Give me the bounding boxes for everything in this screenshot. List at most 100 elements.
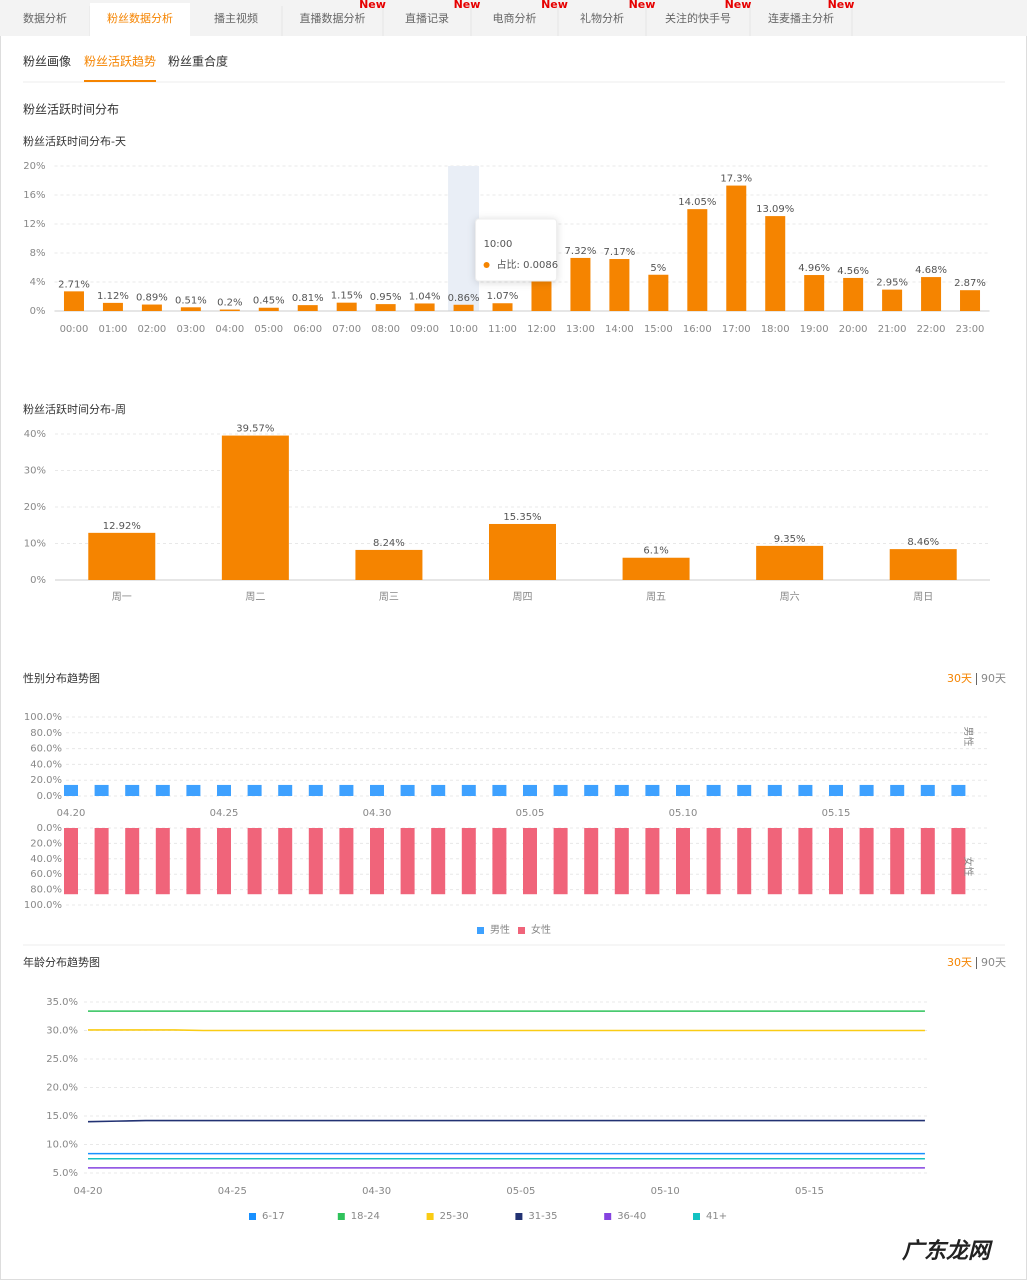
x-tick-label: 19:00 <box>800 324 829 335</box>
value-label: 39.57% <box>236 424 274 435</box>
y-tick-label: 4% <box>30 277 46 288</box>
x-tick-label: 10:00 <box>449 324 478 335</box>
value-label: 8.46% <box>907 537 939 548</box>
x-tick-label: 21:00 <box>878 324 907 335</box>
tab[interactable]: 播主视频 <box>214 11 258 25</box>
value-label: 9.35% <box>774 534 806 545</box>
tab[interactable]: 直播记录 <box>405 11 449 25</box>
bar <box>94 784 109 796</box>
legend-label[interactable]: 18-24 <box>351 1211 380 1222</box>
x-tick-label: 09:00 <box>410 324 439 335</box>
bar <box>63 291 84 311</box>
value-label: 1.12% <box>97 291 129 302</box>
active-tab-bg <box>90 3 190 36</box>
legend-label[interactable]: 女性 <box>531 923 551 936</box>
legend-swatch <box>515 1213 523 1220</box>
value-label: 1.07% <box>487 291 519 302</box>
new-badge: New <box>454 0 481 11</box>
y-tick-label: 0.0% <box>37 823 62 834</box>
x-tick-label: 05.05 <box>516 808 545 819</box>
x-tick-label: 05-10 <box>651 1186 680 1197</box>
bar <box>297 305 318 311</box>
value-label: 6.1% <box>643 546 668 557</box>
subtab[interactable]: 粉丝活跃趋势 <box>84 55 156 69</box>
tab[interactable]: 礼物分析 <box>580 11 624 25</box>
bar <box>584 828 599 895</box>
legend-label[interactable]: 36-40 <box>617 1211 646 1222</box>
chart-title: 年龄分布趋势图 <box>23 955 100 969</box>
legend-label[interactable]: 男性 <box>490 923 510 936</box>
x-tick-label: 20:00 <box>839 324 868 335</box>
legend-label[interactable]: 41+ <box>706 1211 727 1222</box>
x-tick-label: 05.15 <box>822 808 851 819</box>
y-tick-label: 0% <box>30 575 46 586</box>
bar <box>64 828 78 895</box>
bar <box>247 784 262 796</box>
bar <box>258 307 279 311</box>
subtab[interactable]: 粉丝画像 <box>23 55 71 69</box>
tab[interactable]: 关注的快手号 <box>665 11 731 25</box>
bar <box>278 784 293 796</box>
x-tick-label: 03:00 <box>176 324 205 335</box>
legend-label[interactable]: 25-30 <box>440 1211 469 1222</box>
section-title: 粉丝活跃时间分布 <box>23 103 119 117</box>
bar <box>951 784 966 796</box>
bar <box>645 784 660 796</box>
y-tick-label: 40.0% <box>30 759 62 770</box>
period-toggle[interactable]: 30天 <box>947 672 972 685</box>
bar <box>622 557 690 580</box>
axis-name: 女性 <box>962 857 975 877</box>
period-toggle[interactable]: 90天 <box>981 956 1006 969</box>
bar <box>737 828 752 895</box>
y-tick-label: 35.0% <box>46 997 78 1008</box>
value-label: 0.51% <box>175 295 207 306</box>
hover-band <box>448 166 480 311</box>
value-label: 0.81% <box>292 293 324 304</box>
bar <box>648 274 669 311</box>
bar <box>843 277 864 311</box>
y-tick-label: 100.0% <box>24 712 62 723</box>
bar <box>920 784 935 796</box>
bar <box>217 828 231 895</box>
x-tick-label: 04.20 <box>57 808 86 819</box>
value-label: 7.32% <box>565 246 597 257</box>
new-badge: New <box>725 0 752 11</box>
bar <box>706 828 721 895</box>
bar <box>339 784 354 796</box>
legend-label[interactable]: 6-17 <box>262 1211 285 1222</box>
y-tick-label: 10.0% <box>46 1140 78 1151</box>
legend-label[interactable]: 31-35 <box>528 1211 557 1222</box>
bar <box>798 784 813 796</box>
period-toggle[interactable]: 30天 <box>947 956 972 969</box>
new-badge: New <box>828 0 855 11</box>
x-tick-label: 周一 <box>112 591 132 603</box>
bar <box>461 828 476 895</box>
x-tick-label: 13:00 <box>566 324 595 335</box>
y-tick-label: 12% <box>23 219 45 230</box>
tab[interactable]: 直播数据分析 <box>300 11 366 25</box>
period-toggle[interactable]: 90天 <box>981 672 1006 685</box>
bar <box>431 784 446 796</box>
tab[interactable]: 粉丝数据分析 <box>107 11 173 25</box>
value-label: 2.71% <box>58 279 90 290</box>
x-tick-label: 05-05 <box>506 1186 535 1197</box>
x-tick-label: 05:00 <box>254 324 283 335</box>
value-label: 1.04% <box>409 291 441 302</box>
value-label: 4.96% <box>798 263 830 274</box>
tab[interactable]: 电商分析 <box>493 11 537 25</box>
y-tick-label: 100.0% <box>24 900 62 911</box>
x-tick-label: 04-20 <box>73 1186 102 1197</box>
bar <box>400 784 415 796</box>
x-tick-label: 08:00 <box>371 324 400 335</box>
bar <box>219 309 240 311</box>
y-tick-label: 30.0% <box>46 1026 78 1037</box>
x-tick-label: 周四 <box>513 591 533 603</box>
bar <box>645 828 660 895</box>
tab[interactable]: 连麦播主分析 <box>768 11 834 25</box>
bar <box>523 784 537 796</box>
bar <box>336 302 357 311</box>
tab[interactable]: 数据分析 <box>23 11 67 25</box>
subtab[interactable]: 粉丝重合度 <box>168 54 228 69</box>
bar <box>278 828 293 895</box>
